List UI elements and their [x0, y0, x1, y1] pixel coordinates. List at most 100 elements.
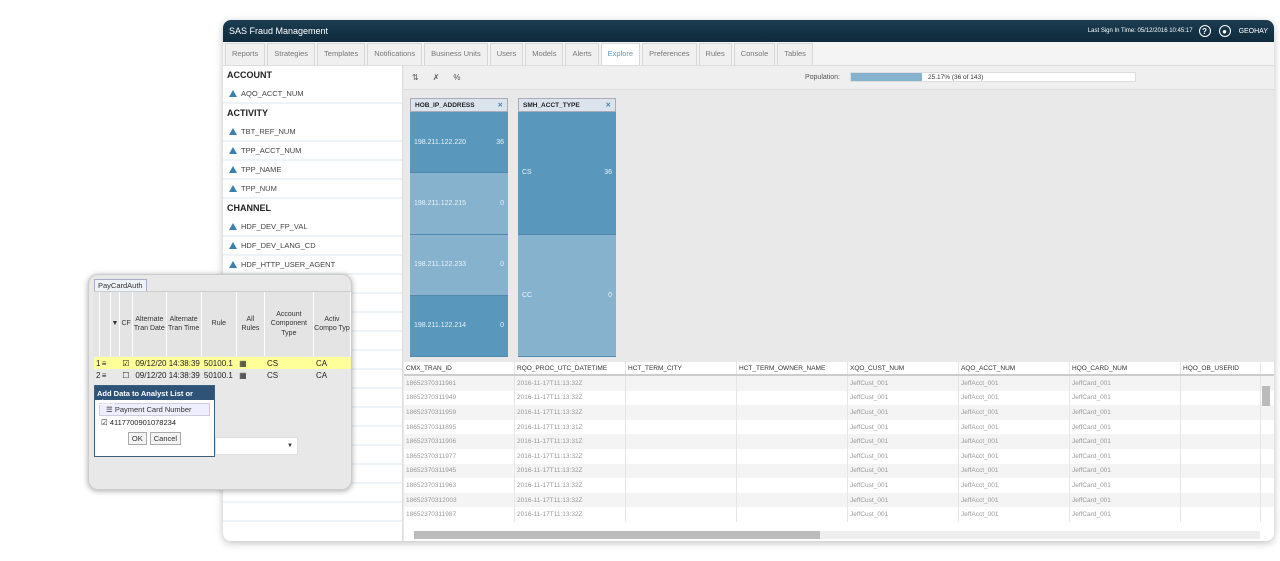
- table-row[interactable]: 18652370311977 2016-11-17T11:13:32Z JeffCu…: [404, 448, 1274, 464]
- field-item[interactable]: TBT_REF_NUM: [223, 123, 402, 142]
- table-row[interactable]: 18652370311963 2016-11-17T11:13:32Z JeffCu…: [404, 478, 1274, 493]
- dialog-title: Add Data to Analyst List or Lists: [95, 386, 214, 407]
- dropdown[interactable]: ▼: [215, 437, 298, 455]
- field-item[interactable]: [223, 503, 402, 522]
- table-cell: [737, 390, 848, 406]
- column-header[interactable]: HQO_CARD_NUM: [1070, 362, 1181, 374]
- card-segment[interactable]: CS 36: [518, 112, 616, 235]
- percent-icon[interactable]: %: [453, 73, 461, 82]
- header-cell[interactable]: All Rules: [237, 292, 265, 356]
- table-row[interactable]: 18652370311906 2016-11-17T11:13:31Z JeffCu…: [404, 434, 1274, 449]
- table-row[interactable]: 18652370311981 2016-11-17T11:13:32Z JeffCu…: [404, 376, 1274, 391]
- header-cell[interactable]: Account Component Type: [265, 292, 314, 356]
- checkbox[interactable]: ☑: [122, 358, 130, 368]
- field-item[interactable]: HDF_HTTP_USER_AGENT: [223, 256, 402, 275]
- field-item[interactable]: TPP_NUM: [223, 180, 402, 199]
- table-cell: JeffCust_001: [848, 478, 959, 493]
- clear-filter-icon[interactable]: ✗: [432, 73, 440, 82]
- field-item[interactable]: [223, 484, 402, 503]
- card-segment[interactable]: 198.211.122.233 0: [410, 234, 508, 296]
- table-cell: 18652370311906: [404, 434, 515, 449]
- card-number-row[interactable]: ☑ 4117700901078234: [101, 418, 176, 427]
- filter-card: SMH_ACCT_TYPE ✕ CS 36 CC 0: [518, 98, 616, 357]
- table-cell: JeffCust_001: [848, 463, 959, 479]
- table-cell: [737, 478, 848, 493]
- column-header[interactable]: HQO_OB_USERID: [1181, 362, 1261, 374]
- header-cell[interactable]: [100, 292, 111, 356]
- table-cell: JeffAcct_001: [959, 478, 1070, 493]
- tab-preferences[interactable]: Preferences: [642, 43, 697, 65]
- help-icon[interactable]: ?: [1198, 25, 1211, 37]
- column-header[interactable]: CMX_TRAN_ID: [404, 362, 515, 374]
- checkbox[interactable]: ☐: [122, 370, 130, 380]
- tab-reports[interactable]: Reports: [225, 43, 266, 65]
- tab-console[interactable]: Console: [733, 43, 776, 65]
- segment-label: 198.211.122.233: [414, 261, 467, 269]
- horizontal-scrollbar[interactable]: [414, 531, 1260, 539]
- table-row[interactable]: 18652370312003 2016-11-17T11:13:32Z JeffCu…: [404, 492, 1274, 508]
- table-cell: [626, 463, 737, 479]
- sort-icon[interactable]: ⇅: [412, 73, 419, 82]
- segment-label: 198.211.122.220: [414, 138, 467, 146]
- tab-templates[interactable]: Templates: [317, 43, 366, 65]
- table-row[interactable]: 18652370311949 2016-11-17T11:13:32Z JeffCu…: [404, 390, 1274, 406]
- tab-strategies[interactable]: Strategies: [267, 43, 316, 65]
- section-heading: ACCOUNT: [227, 70, 272, 80]
- vertical-scrollbar[interactable]: [1262, 382, 1270, 510]
- population: Population: 25.17% (36 of 143): [805, 72, 1136, 82]
- table-row[interactable]: 18652370311987 2016-11-17T11:13:32Z JeffCu…: [404, 507, 1274, 522]
- field-item[interactable]: HDF_DEV_LANG_CD: [223, 237, 402, 256]
- tab-models[interactable]: Models: [525, 43, 564, 65]
- tab-business-units[interactable]: Business Units: [424, 43, 488, 65]
- table-cell: JeffCust_001: [848, 390, 959, 406]
- table-row[interactable]: 18652370311945 2016-11-17T11:13:32Z JeffCu…: [404, 463, 1274, 479]
- ok-button[interactable]: OK: [127, 432, 147, 445]
- close-icon[interactable]: ✕: [605, 102, 611, 109]
- tab-explore[interactable]: Explore: [600, 43, 641, 65]
- tab-alerts[interactable]: Alerts: [565, 43, 599, 65]
- close-icon[interactable]: ✕: [497, 102, 503, 109]
- table-cell: [1181, 405, 1261, 420]
- field-item[interactable]: AQO_ACCT_NUM: [223, 85, 402, 104]
- tab-tables[interactable]: Tables: [777, 43, 813, 65]
- time-cell: 14:38:39: [168, 370, 200, 380]
- header-cell[interactable]: Activ Compo Typ: [314, 292, 351, 356]
- cancel-button[interactable]: Cancel: [149, 432, 182, 445]
- card-segment[interactable]: 198.211.122.220 36: [410, 112, 508, 174]
- row-number: 1: [94, 359, 100, 368]
- table-cell: 2016-11-17T11:13:31Z: [515, 434, 626, 449]
- segment-label: 198.211.122.214: [414, 322, 467, 330]
- checkbox[interactable]: ☑: [101, 418, 110, 427]
- tab-users[interactable]: Users: [489, 43, 524, 65]
- header-cell[interactable]: Alternate Tran Time: [167, 292, 202, 356]
- header-cell[interactable]: Alternate Tran Date: [133, 292, 167, 356]
- card-segment[interactable]: 198.211.122.214 0: [410, 295, 508, 357]
- menu-icon[interactable]: ≡: [101, 358, 107, 368]
- header-cell[interactable]: Rule: [202, 292, 237, 356]
- tab-rules[interactable]: Rules: [698, 43, 732, 65]
- field-item[interactable]: HDF_DEV_FP_VAL: [223, 218, 402, 237]
- column-header[interactable]: RQO_PROC_UTC_DATETIME: [515, 362, 626, 374]
- user-icon[interactable]: ●: [1218, 25, 1231, 37]
- table-cell: JeffCust_001: [848, 434, 959, 449]
- table-row[interactable]: 18652370311959 2016-11-17T11:13:32Z JeffCu…: [404, 405, 1274, 420]
- column-header[interactable]: AQO_ACCT_NUM: [959, 362, 1070, 374]
- header-cell[interactable]: ▼: [111, 292, 121, 356]
- field-item[interactable]: TPP_NAME: [223, 161, 402, 180]
- column-header[interactable]: HCT_TERM_OWNER_NAME: [737, 362, 848, 374]
- card-segment[interactable]: 198.211.122.215 0: [410, 173, 508, 235]
- header-cell[interactable]: CF: [120, 292, 134, 356]
- menu-icon[interactable]: ≡: [101, 370, 107, 380]
- field-item[interactable]: TPP_ACCT_NUM: [223, 142, 402, 161]
- column-header[interactable]: XQO_CUST_NUM: [848, 362, 959, 374]
- segment-count: 0: [608, 291, 612, 299]
- column-header[interactable]: HCT_TERM_CITY: [626, 362, 737, 374]
- tab-notifications[interactable]: Notifications: [367, 43, 423, 65]
- header-cell[interactable]: [94, 292, 100, 356]
- username[interactable]: GEOHAY: [1238, 27, 1268, 35]
- table-row[interactable]: 18652370311895 2016-11-17T11:13:31Z JeffCu…: [404, 419, 1274, 435]
- table-cell: 18652370311977: [404, 448, 515, 464]
- card-segment[interactable]: CC 0: [518, 234, 616, 357]
